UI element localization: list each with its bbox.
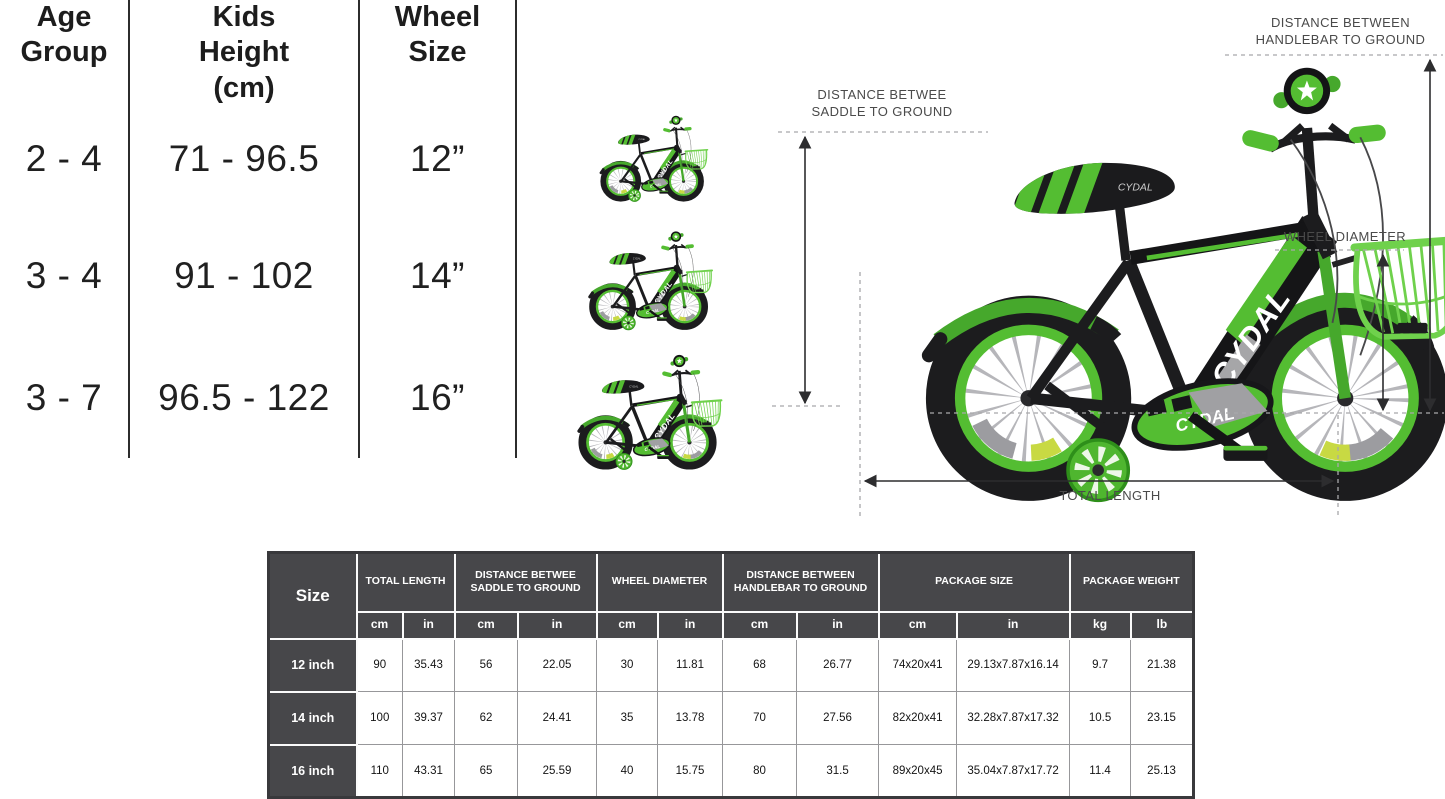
size-guide-cell: 3 - 4 [25, 255, 103, 296]
spec-value-cell: 9.7 [1069, 638, 1132, 692]
spec-value-cell: 10.5 [1069, 691, 1132, 745]
spec-value-cell: 13.78 [657, 691, 724, 745]
spec-value-cell: 62 [454, 691, 519, 745]
spec-unit-cell: cm [595, 610, 659, 640]
spec-value-cell: 100 [356, 691, 403, 745]
saddle-to-ground-label: DISTANCE BETWEE SADDLE TO GROUND [811, 87, 953, 119]
spec-unit-cell: in [955, 610, 1071, 640]
total-length-label: TOTAL LENGTH [1059, 488, 1161, 503]
spec-value-cell: 70 [722, 691, 798, 745]
spec-row-16-inch: 16 inch 110 43.31 65 25.59 40 15.75 80 3… [267, 743, 1195, 799]
size-guide-cell: 2 - 4 [25, 138, 103, 179]
size-guide-table: Age Group 2 - 4 3 - 4 3 - 7 Kids Height … [0, 0, 517, 458]
spec-value-cell: 21.38 [1130, 638, 1195, 692]
spec-value-cell: 27.56 [796, 691, 880, 745]
size-guide-header-age: Age Group [20, 1, 108, 69]
spec-value-cell: 40 [596, 744, 659, 798]
spec-unit-cell: in [656, 610, 724, 640]
size-guide-col-wheel: Wheel Size 12” 14” 16” [360, 0, 517, 458]
size-guide-cell: 12” [410, 138, 465, 179]
handlebar-to-ground-label: DISTANCE BETWEEN HANDLEBAR TO GROUND [1255, 15, 1426, 47]
spec-value-cell: 31.5 [796, 744, 880, 798]
spec-group-handlebar-to-ground: DISTANCE BETWEEN HANDLEBAR TO GROUND [721, 551, 880, 613]
size-guide-col-age: Age Group 2 - 4 3 - 4 3 - 7 [0, 0, 130, 458]
spec-value-cell: 56 [454, 638, 519, 692]
spec-value-cell: 68 [722, 638, 798, 692]
dimension-diagram [772, 0, 1445, 525]
spec-row-header: 12 inch [267, 637, 358, 693]
size-guide-header-wheel: Wheel Size [394, 1, 481, 69]
spec-value-cell: 89x20x45 [878, 744, 958, 798]
spec-size-header: Size [267, 551, 358, 640]
wheel-diameter-label: WHEEL DIAMETER [1283, 229, 1407, 244]
spec-value-cell: 82x20x41 [878, 691, 958, 745]
spec-group-total-length: TOTAL LENGTH [355, 551, 456, 613]
size-guide-cell: 16” [410, 377, 465, 418]
size-guide-cell: 14” [410, 255, 465, 296]
spec-group-package-weight: PACKAGE WEIGHT [1068, 551, 1195, 613]
spec-group-saddle-to-ground: DISTANCE BETWEE SADDLE TO GROUND [453, 551, 598, 613]
bike-thumbnail-14-inch [583, 220, 715, 334]
spec-unit-cell: in [795, 610, 880, 640]
spec-value-cell: 80 [722, 744, 798, 798]
spec-value-cell: 26.77 [796, 638, 880, 692]
spec-value-cell: 23.15 [1130, 691, 1195, 745]
spec-row-14-inch: 14 inch 100 39.37 62 24.41 35 13.78 70 2… [267, 690, 1195, 746]
spec-value-cell: 74x20x41 [878, 638, 958, 692]
spec-value-cell: 24.41 [517, 691, 598, 745]
spec-value-cell: 39.37 [401, 691, 456, 745]
spec-value-cell: 11.4 [1069, 744, 1132, 798]
spec-value-cell: 15.75 [657, 744, 724, 798]
spec-unit-cell: kg [1068, 610, 1132, 640]
size-guide-header-height: Kids Height (cm) [198, 1, 290, 104]
spec-value-cell: 90 [356, 638, 403, 692]
size-guide-col-height: Kids Height (cm) 71 - 96.5 91 - 102 96.5… [130, 0, 360, 458]
spec-value-cell: 30 [596, 638, 659, 692]
spec-table: Size TOTAL LENGTH DISTANCE BETWEE SADDLE… [267, 551, 1196, 799]
spec-value-cell: 25.13 [1130, 744, 1195, 798]
spec-row-12-inch: 12 inch 90 35.43 56 22.05 30 11.81 68 26… [267, 637, 1195, 693]
spec-unit-cell: cm [355, 610, 404, 640]
spec-value-cell: 32.28x7.87x17.32 [956, 691, 1071, 745]
spec-value-cell: 35.04x7.87x17.72 [956, 744, 1071, 798]
size-guide-cell: 3 - 7 [25, 377, 103, 418]
spec-unit-cell: lb [1129, 610, 1195, 640]
spec-row-header: 14 inch [267, 690, 358, 746]
spec-value-cell: 11.81 [657, 638, 724, 692]
spec-unit-cell: cm [877, 610, 958, 640]
bike-thumbnail-12-inch [595, 106, 710, 205]
spec-row-header: 16 inch [267, 743, 358, 799]
bike-thumbnail-16-inch [571, 342, 725, 474]
spec-value-cell: 110 [356, 744, 403, 798]
spec-group-wheel-diameter: WHEEL DIAMETER [595, 551, 724, 613]
spec-value-cell: 35 [596, 691, 659, 745]
spec-value-cell: 35.43 [401, 638, 456, 692]
size-guide-cell: 96.5 - 122 [158, 377, 330, 418]
size-guide-cell: 71 - 96.5 [168, 138, 320, 179]
spec-unit-cell: cm [453, 610, 519, 640]
spec-unit-cell: in [516, 610, 598, 640]
spec-value-cell: 25.59 [517, 744, 598, 798]
spec-group-package-size: PACKAGE SIZE [877, 551, 1071, 613]
spec-value-cell: 43.31 [401, 744, 456, 798]
spec-value-cell: 65 [454, 744, 519, 798]
spec-unit-cell: in [401, 610, 456, 640]
bike-main-illustration [929, 68, 1445, 501]
spec-value-cell: 22.05 [517, 638, 598, 692]
size-guide-cell: 91 - 102 [174, 255, 314, 296]
spec-value-cell: 29.13x7.87x16.14 [956, 638, 1071, 692]
spec-unit-cell: cm [721, 610, 798, 640]
